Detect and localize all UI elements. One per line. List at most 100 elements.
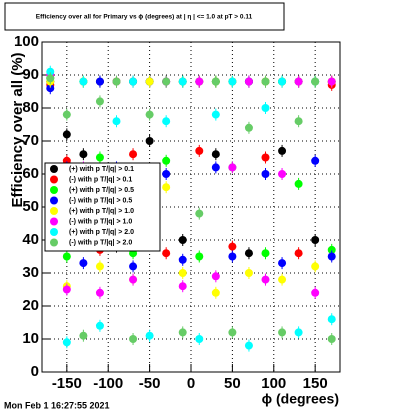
point (145, 110, 154, 119)
x-tick-label: 50 (224, 375, 241, 392)
point (261, 77, 270, 86)
point (62, 252, 71, 261)
point (311, 262, 320, 271)
point (162, 249, 171, 258)
point (294, 117, 303, 126)
point (228, 328, 237, 337)
point (79, 331, 88, 340)
point (294, 179, 303, 188)
point (311, 77, 320, 86)
point (178, 236, 187, 244)
point (311, 288, 320, 297)
legend-box (44, 162, 161, 252)
point (228, 163, 237, 172)
point (195, 335, 204, 343)
chart-title: Efficiency over all for Primary vs ϕ (de… (36, 14, 253, 21)
point (62, 338, 71, 347)
point (278, 328, 287, 337)
point (178, 255, 187, 264)
legend-label: (-) with p T/|q| > 0.5 (69, 197, 132, 204)
y-tick-label: 100 (14, 33, 39, 50)
point (162, 156, 171, 165)
point (278, 170, 287, 178)
plot-frame (41, 41, 341, 373)
x-tick-label: 100 (261, 375, 286, 392)
x-tick-label: -100 (93, 375, 123, 392)
legend-label: (+) with p T/|q| > 1.0 (69, 208, 134, 215)
point (129, 275, 138, 284)
point (46, 84, 55, 93)
point (195, 77, 204, 86)
y-tick-label: 60 (22, 165, 39, 182)
legend-label: (+) with p T/|q| > 2.0 (69, 229, 134, 236)
point (95, 97, 104, 106)
point (311, 236, 320, 244)
point (278, 77, 287, 86)
point (244, 77, 253, 86)
x-tick-label: 150 (303, 375, 328, 392)
point (228, 252, 237, 261)
legend-marker (50, 186, 58, 194)
point (162, 183, 171, 192)
point (211, 150, 220, 159)
legend-marker (50, 165, 58, 173)
legend-marker (50, 238, 58, 247)
point (327, 335, 336, 343)
legend-marker (50, 217, 58, 226)
point (79, 150, 88, 159)
legend-label: (+) with p T/|q| > 0.1 (69, 166, 134, 173)
point (129, 262, 138, 271)
legend-marker (50, 207, 58, 215)
point (129, 150, 138, 159)
y-tick-label: 40 (22, 231, 39, 248)
point (244, 123, 253, 132)
point (95, 288, 104, 297)
point (162, 77, 171, 86)
point (162, 170, 171, 178)
point (261, 249, 270, 258)
y-tick-label: 10 (22, 330, 39, 347)
y-axis-label: Efficiency over all (%) (9, 52, 26, 207)
point (327, 245, 336, 254)
y-tick-label: 80 (22, 99, 39, 116)
legend-marker (50, 196, 58, 205)
point (327, 315, 336, 324)
point (178, 328, 187, 337)
point (244, 341, 253, 350)
x-tick-label: -150 (52, 375, 82, 392)
point (278, 275, 287, 284)
point (211, 163, 220, 172)
point (211, 77, 220, 86)
point (145, 77, 154, 86)
timestamp: Mon Feb 1 16:27:55 2021 (4, 400, 110, 410)
point (129, 335, 138, 343)
point (261, 170, 270, 178)
point (244, 249, 253, 258)
point (178, 77, 187, 86)
x-axis-label: ϕ (degrees) (262, 391, 339, 407)
legend-label: (-) with p T/|q| > 2.0 (69, 239, 132, 246)
point (62, 285, 71, 294)
point (327, 77, 336, 86)
point (178, 269, 187, 277)
y-tick-label: 70 (22, 132, 39, 149)
x-tick-label: -50 (139, 375, 161, 392)
point (261, 153, 270, 162)
legend-marker (50, 228, 58, 236)
point (195, 146, 204, 155)
point (112, 117, 121, 126)
title-box (4, 2, 285, 31)
point (145, 331, 154, 340)
legend-label: (-) with p T/|q| > 0.1 (69, 176, 132, 183)
point (62, 130, 71, 139)
point (261, 104, 270, 112)
point (327, 252, 336, 261)
point (294, 328, 303, 337)
y-tick-label: 50 (22, 198, 39, 215)
point (211, 110, 220, 119)
point (195, 252, 204, 261)
point (95, 262, 104, 271)
point (294, 249, 303, 258)
point (278, 146, 287, 155)
